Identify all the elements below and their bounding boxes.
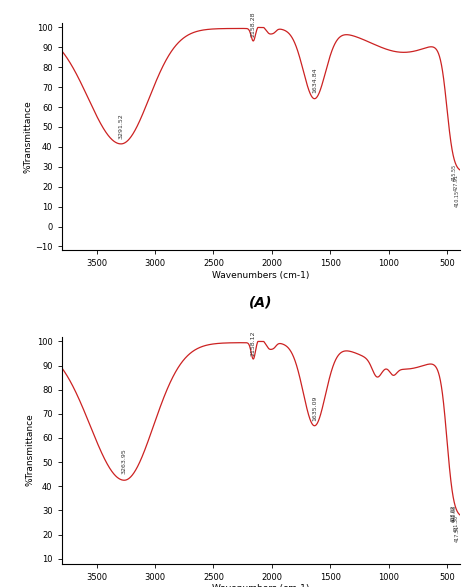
Text: 3263.95: 3263.95: [122, 448, 127, 474]
Text: 1635.09: 1635.09: [312, 396, 317, 421]
Text: 441.68: 441.68: [452, 505, 457, 522]
Text: 415.55: 415.55: [452, 164, 457, 181]
Y-axis label: %Transmittance: %Transmittance: [23, 100, 32, 173]
Text: 3291.52: 3291.52: [118, 113, 124, 139]
Text: 2158.12: 2158.12: [251, 330, 256, 356]
Text: 421.30: 421.30: [454, 515, 458, 532]
Y-axis label: %Transmittance: %Transmittance: [25, 414, 34, 487]
Text: 410.15: 410.15: [455, 190, 460, 207]
Text: 417.31: 417.31: [455, 525, 460, 542]
Text: 427.91: 427.91: [454, 174, 458, 191]
Text: (A): (A): [249, 296, 273, 310]
Text: 408.02: 408.02: [451, 505, 456, 522]
X-axis label: Wavenumbers (cm-1): Wavenumbers (cm-1): [212, 584, 310, 587]
Text: 2158.28: 2158.28: [251, 12, 256, 38]
X-axis label: Wavenumbers (cm-1): Wavenumbers (cm-1): [212, 271, 310, 280]
Text: 1634.84: 1634.84: [312, 68, 317, 93]
